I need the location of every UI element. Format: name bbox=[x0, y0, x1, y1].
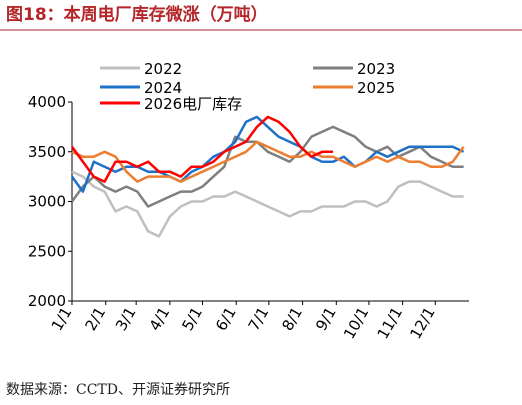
chart-title: 图18：本周电厂库存微涨（万吨） bbox=[6, 4, 268, 25]
x-tick-label: 2/1 bbox=[82, 304, 110, 334]
x-tick-label: 7/1 bbox=[245, 304, 273, 334]
series-line bbox=[71, 170, 464, 238]
legend-label: 2022 bbox=[144, 60, 182, 78]
x-tick-label: 11/1 bbox=[374, 304, 406, 342]
x-tick-label: 5/1 bbox=[178, 304, 206, 334]
x-tick-label: 6/1 bbox=[212, 304, 240, 334]
y-tick-label: 2500 bbox=[28, 242, 66, 260]
legend-label: 2026电厂库存 bbox=[144, 95, 242, 113]
y-tick-label: 3000 bbox=[28, 193, 66, 211]
x-tick-label: 12/1 bbox=[406, 304, 438, 342]
y-tick-label: 2000 bbox=[28, 292, 66, 310]
series-line bbox=[71, 140, 465, 183]
source: 数据来源：CCTD、开源证券研究所 bbox=[6, 382, 230, 398]
legend-label: 2023 bbox=[357, 60, 395, 78]
x-tick-label: 10/1 bbox=[340, 304, 372, 342]
legend-label: 2024 bbox=[144, 79, 182, 97]
x-tick-label: 4/1 bbox=[146, 304, 174, 334]
y-tick-label: 4000 bbox=[28, 93, 66, 111]
x-tick-label: 9/1 bbox=[312, 304, 340, 334]
legend-label: 2025 bbox=[357, 79, 395, 97]
x-tick-label: 8/1 bbox=[278, 304, 306, 334]
y-tick-label: 3500 bbox=[28, 143, 66, 161]
series-line bbox=[70, 115, 333, 183]
x-tick-label: 3/1 bbox=[112, 304, 140, 334]
